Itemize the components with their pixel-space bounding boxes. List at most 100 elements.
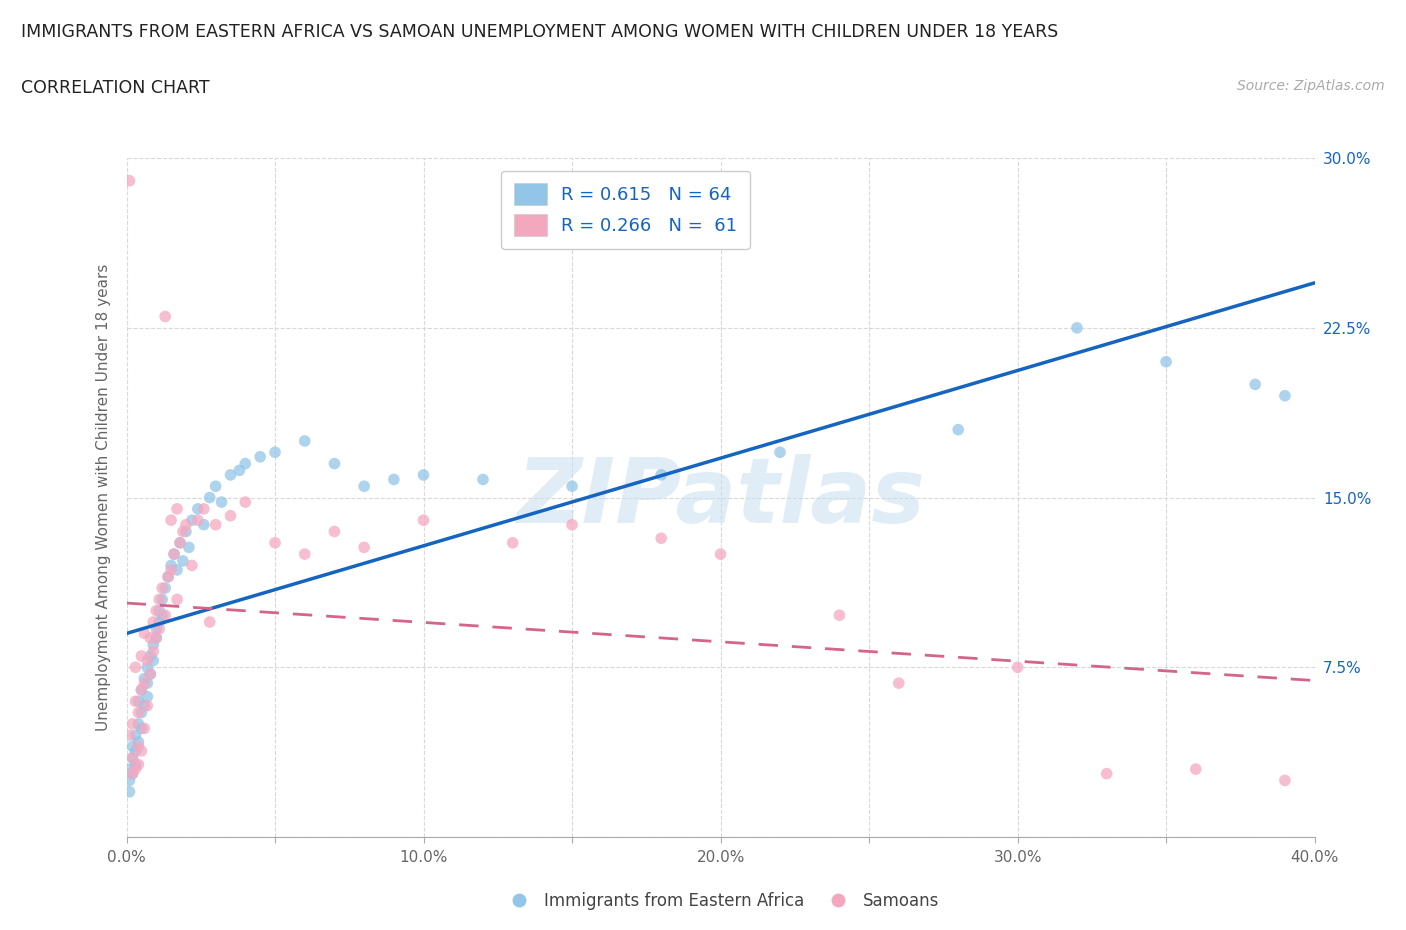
Point: [136, 676, 159, 691]
Text: Source: ZipAtlas.com: Source: ZipAtlas.com: [1237, 79, 1385, 93]
Point: [139, 667, 162, 682]
Point: [264, 445, 287, 459]
Point: [1274, 773, 1296, 788]
Point: [134, 671, 156, 686]
Point: [118, 173, 141, 188]
Point: [1095, 766, 1118, 781]
Point: [1244, 377, 1267, 392]
Point: [139, 631, 162, 645]
Point: [145, 621, 167, 636]
Point: [142, 615, 165, 630]
Point: [157, 569, 180, 584]
Point: [382, 472, 405, 487]
Point: [294, 547, 316, 562]
Point: [121, 716, 143, 731]
Point: [124, 727, 146, 742]
Point: [150, 592, 173, 607]
Point: [134, 626, 156, 641]
Point: [1154, 354, 1177, 369]
Point: [1274, 389, 1296, 404]
Point: [650, 468, 672, 483]
Point: [145, 631, 167, 645]
Point: [136, 653, 159, 668]
Point: [127, 705, 149, 720]
Point: [118, 773, 141, 788]
Point: [157, 569, 180, 584]
Point: [150, 608, 173, 623]
Point: [118, 727, 141, 742]
Legend: Immigrants from Eastern Africa, Samoans: Immigrants from Eastern Africa, Samoans: [495, 885, 946, 917]
Point: [187, 512, 209, 527]
Point: [153, 580, 176, 595]
Point: [264, 536, 287, 551]
Point: [134, 676, 156, 691]
Point: [193, 517, 215, 532]
Point: [166, 592, 188, 607]
Point: [142, 644, 165, 658]
Point: [948, 422, 970, 437]
Point: [121, 766, 143, 781]
Point: [163, 547, 186, 562]
Point: [169, 536, 191, 551]
Point: [131, 683, 153, 698]
Point: [139, 667, 162, 682]
Point: [471, 472, 495, 487]
Point: [180, 558, 202, 573]
Point: [204, 479, 226, 494]
Point: [148, 592, 170, 607]
Point: [145, 604, 167, 618]
Point: [174, 524, 197, 538]
Text: IMMIGRANTS FROM EASTERN AFRICA VS SAMOAN UNEMPLOYMENT AMONG WOMEN WITH CHILDREN : IMMIGRANTS FROM EASTERN AFRICA VS SAMOAN…: [21, 23, 1059, 41]
Point: [769, 445, 792, 459]
Point: [153, 309, 176, 324]
Point: [121, 751, 143, 765]
Point: [219, 508, 242, 523]
Point: [127, 694, 149, 709]
Point: [136, 660, 159, 675]
Point: [131, 705, 153, 720]
Point: [353, 479, 375, 494]
Point: [172, 553, 194, 568]
Point: [163, 547, 186, 562]
Point: [198, 615, 221, 630]
Point: [233, 495, 256, 510]
Point: [121, 751, 143, 765]
Point: [180, 512, 202, 527]
Point: [249, 449, 271, 464]
Point: [561, 517, 583, 532]
Point: [198, 490, 221, 505]
Point: [193, 501, 215, 516]
Text: CORRELATION CHART: CORRELATION CHART: [21, 79, 209, 97]
Point: [127, 716, 149, 731]
Point: [323, 524, 346, 538]
Point: [1066, 320, 1088, 335]
Point: [131, 683, 153, 698]
Point: [142, 653, 165, 668]
Point: [828, 608, 851, 623]
Point: [153, 608, 176, 623]
Point: [323, 457, 346, 472]
Point: [121, 739, 143, 754]
Point: [169, 536, 191, 551]
Point: [148, 604, 170, 618]
Point: [1007, 660, 1029, 675]
Point: [134, 698, 156, 713]
Point: [134, 721, 156, 736]
Point: [219, 468, 242, 483]
Point: [118, 784, 141, 799]
Point: [172, 524, 194, 538]
Point: [353, 540, 375, 555]
Point: [211, 495, 233, 510]
Point: [160, 512, 183, 527]
Point: [187, 501, 209, 516]
Point: [124, 744, 146, 759]
Point: [160, 563, 183, 578]
Point: [127, 757, 149, 772]
Point: [150, 580, 173, 595]
Point: [136, 698, 159, 713]
Point: [1184, 762, 1206, 777]
Point: [127, 739, 149, 754]
Point: [148, 621, 170, 636]
Point: [233, 457, 256, 472]
Point: [148, 615, 170, 630]
